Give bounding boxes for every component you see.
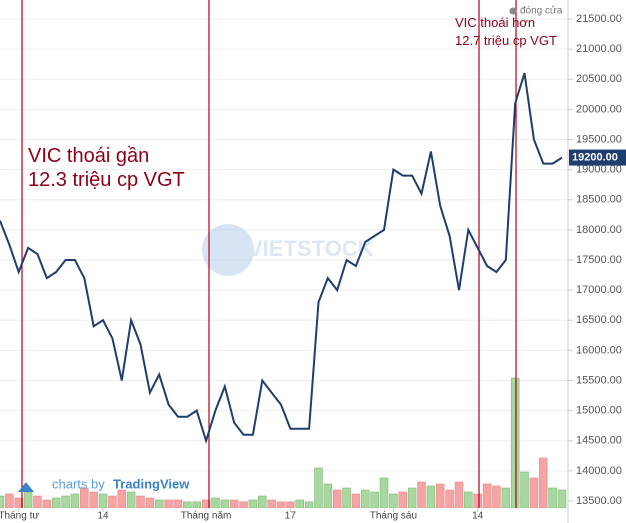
y-tick-label: 18500.00 xyxy=(576,194,622,206)
volume-bar xyxy=(464,491,473,509)
volume-bar xyxy=(164,499,173,509)
volume-bar xyxy=(239,501,248,509)
last-price-box xyxy=(569,149,626,166)
volume-bar xyxy=(276,501,286,509)
volume-bar xyxy=(435,483,445,509)
volume-bar xyxy=(473,493,482,509)
volume-bar xyxy=(286,501,295,509)
volume-bar xyxy=(89,491,98,509)
annotation: VIC thoái gần 12.3 triệu cp VGT xyxy=(28,145,185,191)
volume-bar xyxy=(51,497,61,509)
volume-bar xyxy=(5,493,14,509)
volume-bar xyxy=(154,499,164,509)
volume-bar xyxy=(361,489,370,509)
volume-bar xyxy=(370,491,379,509)
volume-bar xyxy=(501,487,511,509)
price-line xyxy=(0,72,563,445)
y-tick-label: 13500.00 xyxy=(576,495,622,507)
y-tick-label: 15000.00 xyxy=(576,405,622,417)
volume-bar xyxy=(117,489,127,509)
volume-bar xyxy=(323,483,333,509)
volume-bar xyxy=(417,481,426,509)
volume-bar xyxy=(304,501,314,509)
y-tick-label: 14000.00 xyxy=(576,465,622,477)
watermark-group: VIETSTOCK xyxy=(202,224,374,276)
legend-marker xyxy=(509,7,517,15)
volume-bar xyxy=(98,493,108,509)
volume-bar xyxy=(136,495,145,509)
watermark: VIETSTOCK xyxy=(248,236,374,261)
volume-bar xyxy=(220,499,230,509)
volume-bar xyxy=(454,481,464,509)
volume-bar xyxy=(351,493,361,509)
credit-brand: TradingView xyxy=(113,476,190,491)
volume-bar xyxy=(211,497,220,509)
y-tick-label: 17500.00 xyxy=(576,254,622,266)
credit-logo xyxy=(18,482,34,492)
x-tick-label: Tháng sáu xyxy=(370,511,417,522)
volume-bar xyxy=(342,487,351,509)
y-tick-label: 21000.00 xyxy=(576,43,622,55)
volume-bar xyxy=(229,499,239,509)
volume-bar xyxy=(557,489,567,509)
watermark-logo xyxy=(202,224,254,276)
x-tick-label: Tháng tư xyxy=(0,511,39,522)
y-tick-label: 21500.00 xyxy=(576,13,622,25)
volume-bar xyxy=(520,471,529,509)
x-tick-label: 17 xyxy=(285,511,297,522)
y-tick-label: 20000.00 xyxy=(576,103,622,115)
volume-bar xyxy=(258,495,267,509)
volume-bar xyxy=(33,495,42,509)
volume-bar xyxy=(61,495,70,509)
volume-bar xyxy=(510,377,520,509)
volume-bar xyxy=(183,501,192,509)
volume-bar xyxy=(23,491,33,509)
y-tick-label: 14500.00 xyxy=(576,435,622,447)
y-tick-label: 20500.00 xyxy=(576,73,622,85)
volume-bar xyxy=(482,483,492,509)
y-tick-label: 15500.00 xyxy=(576,374,622,386)
volume-bar xyxy=(126,491,136,509)
volume-bar xyxy=(70,493,80,509)
legend-label: đóng cửa xyxy=(520,5,563,17)
x-tick-label: 14 xyxy=(97,511,109,522)
volume-bar xyxy=(42,499,52,509)
volume-bar xyxy=(398,491,408,509)
y-tick-label: 16000.00 xyxy=(576,344,622,356)
volume-bar xyxy=(248,499,258,509)
volume-bar xyxy=(492,485,501,509)
x-tick-label: Tháng năm xyxy=(181,511,232,522)
volume-bar xyxy=(192,501,201,509)
volume-bar xyxy=(426,485,436,509)
volume-bar xyxy=(145,497,155,509)
annotation: VIC thoái hơn 12.7 triệu cp VGT xyxy=(455,15,557,48)
y-tick-label: 17000.00 xyxy=(576,284,622,296)
volume-bar xyxy=(0,495,5,509)
volume-bar xyxy=(407,487,417,509)
volume-bar xyxy=(539,457,548,509)
volume-bar xyxy=(173,499,183,509)
x-tick-label: 14 xyxy=(472,511,484,522)
volume-bar xyxy=(314,467,323,509)
volume-bar xyxy=(108,495,117,509)
y-tick-label: 19500.00 xyxy=(576,133,622,145)
y-tick-label: 16500.00 xyxy=(576,314,622,326)
volume-bar xyxy=(295,499,304,509)
volume-bar xyxy=(389,493,398,509)
volume-bar xyxy=(548,487,557,509)
volume-bar xyxy=(267,499,276,509)
volume-bar xyxy=(379,477,389,509)
volume-bar xyxy=(445,489,454,509)
y-tick-label: 18000.00 xyxy=(576,224,622,236)
volume-bar xyxy=(529,477,539,509)
x-axis-band xyxy=(0,508,568,523)
last-price-label: 19200.00 xyxy=(572,151,618,163)
volume-bar xyxy=(332,489,342,509)
credit: charts by xyxy=(52,476,105,491)
y-tick-label: 19000.00 xyxy=(576,164,622,176)
